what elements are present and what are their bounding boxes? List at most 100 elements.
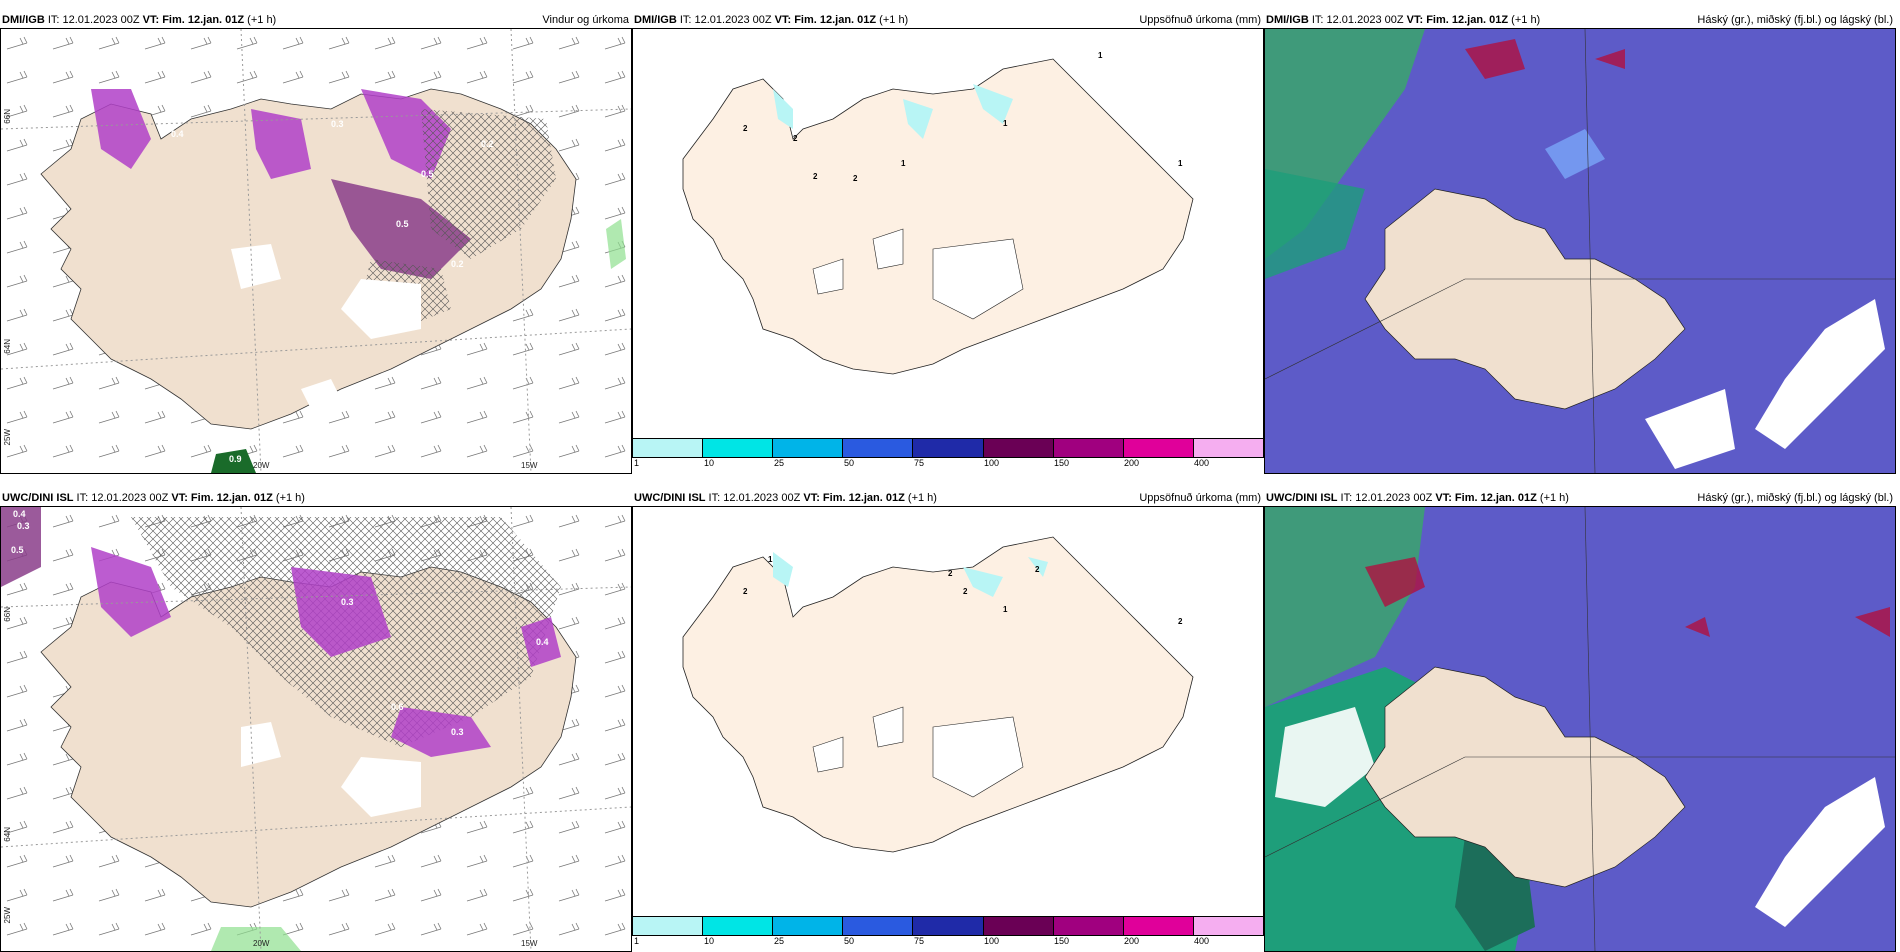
- panel-header: DMI/IGB IT: 12.01.2023 00Z VT: Fim. 12.j…: [0, 10, 632, 30]
- wind-map-svg: [1, 507, 631, 951]
- legend-tick-label: 400: [1194, 458, 1210, 468]
- lat-label-66n: 66N: [3, 109, 12, 124]
- panel-header: UWC/DINI ISL IT: 12.01.2023 00Z VT: Fim.…: [0, 488, 632, 508]
- legend-colorbar: [632, 438, 1264, 458]
- precip-value: 0.3: [341, 597, 354, 607]
- legend-tick-label: 100: [984, 936, 1000, 946]
- precip-value: 2: [793, 134, 798, 143]
- precip-value: 0.5: [396, 219, 409, 229]
- precip-value: 2: [743, 124, 748, 133]
- map-wind[interactable]: 66N 64N 25W 20W 15W 0.4 0.3 0.5 0.3 0.3 …: [0, 506, 632, 952]
- init-time: IT: 12.01.2023 00Z: [44, 14, 143, 26]
- precip-map-svg: [633, 29, 1263, 439]
- lon-label-20w: 20W: [253, 461, 270, 470]
- precip-value: 0.2: [451, 259, 464, 269]
- legend-swatch: [703, 917, 774, 935]
- panel-accum-precip-uwc: UWC/DINI ISL IT: 12.01.2023 00Z VT: Fim.…: [632, 488, 1264, 946]
- precip-value: 0.3: [451, 727, 464, 737]
- lon-label-25w: 25W: [3, 429, 12, 446]
- product-title: Uppsöfnuð úrkoma (mm): [1139, 492, 1261, 504]
- precip-value: 0.4: [536, 637, 549, 647]
- precip-legend: 1 10 25 50 75 100 150 200 400: [632, 904, 1264, 946]
- valid-time: VT: Fim. 12.jan. 01Z: [142, 14, 245, 26]
- valid-time: VT: Fim. 12.jan. 01Z: [774, 14, 877, 26]
- lon-label-15w: 15W: [521, 939, 538, 948]
- legend-tick-label: 200: [1124, 936, 1140, 946]
- panel-accum-precip-dmi: DMI/IGB IT: 12.01.2023 00Z VT: Fim. 12.j…: [632, 10, 1264, 468]
- lon-label-20w: 20W: [253, 939, 270, 948]
- legend-tick-label: 1: [634, 936, 640, 946]
- iceland-landmass: [1364, 188, 1686, 410]
- legend-tick-label: 50: [844, 458, 855, 468]
- map-clouds[interactable]: [1264, 28, 1896, 474]
- precip-value: 0.3: [331, 119, 344, 129]
- precip-value: 0.4: [13, 509, 26, 519]
- product-title: Háský (gr.), miðský (fj.bl.) og lágský (…: [1697, 14, 1893, 26]
- precip-value: 0.3: [41, 523, 54, 533]
- lead-time: (+1 h): [1536, 492, 1569, 504]
- legend-tick-label: 10: [704, 458, 715, 468]
- precip-value: 2: [1178, 617, 1183, 626]
- product-title: Vindur og úrkoma: [542, 14, 629, 26]
- map-accum-precip[interactable]: 1 2 2 2 2 1 2: [632, 506, 1264, 918]
- legend-tick-label: 50: [844, 936, 855, 946]
- legend-swatch: [1123, 439, 1194, 457]
- precip-value: 2: [813, 172, 818, 181]
- legend-ticks: 1 10 25 50 75 100 150 200 400: [632, 458, 1264, 470]
- legend-tick-label: 75: [914, 458, 925, 468]
- panel-clouds-dmi: DMI/IGB IT: 12.01.2023 00Z VT: Fim. 12.j…: [1264, 10, 1896, 474]
- precip-legend: 1 10 25 50 75 100 150 200 400: [632, 426, 1264, 468]
- init-time: IT: 12.01.2023 00Z: [1308, 14, 1407, 26]
- iceland-landmass: [682, 58, 1194, 375]
- lat-label-66n: 66N: [3, 607, 12, 622]
- panel-wind-precip-uwc: UWC/DINI ISL IT: 12.01.2023 00Z VT: Fim.…: [0, 488, 632, 952]
- legend-swatch: [843, 917, 914, 935]
- precip-value: 1: [768, 555, 773, 564]
- legend-swatch: [1193, 439, 1263, 457]
- lon-label-15w: 15W: [521, 461, 538, 470]
- lead-time: (+1 h): [244, 14, 277, 26]
- legend-tick-label: 400: [1194, 936, 1210, 946]
- legend-swatch: [1193, 917, 1263, 935]
- legend-tick-label: 25: [774, 936, 785, 946]
- precip-value: 2: [853, 174, 858, 183]
- precip-value: 0.3: [146, 89, 159, 99]
- lead-time: (+1 h): [876, 14, 909, 26]
- precip-value: 1: [1003, 605, 1008, 614]
- lon-label-25w: 25W: [3, 907, 12, 924]
- panel-header: UWC/DINI ISL IT: 12.01.2023 00Z VT: Fim.…: [1264, 488, 1896, 508]
- cloud-map-svg: [1265, 507, 1895, 951]
- precip-map-svg: [633, 507, 1263, 917]
- legend-tick-label: 10: [704, 936, 715, 946]
- valid-time: VT: Fim. 12.jan. 01Z: [171, 492, 273, 504]
- legend-tick-label: 100: [984, 458, 1000, 468]
- legend-swatch: [843, 439, 914, 457]
- product-title: Háský (gr.), miðský (fj.bl.) og lágský (…: [1697, 492, 1893, 504]
- legend-tick-label: 25: [774, 458, 785, 468]
- legend-tick-label: 75: [914, 936, 925, 946]
- map-clouds[interactable]: [1264, 506, 1896, 952]
- init-time: IT: 12.01.2023 00Z: [73, 492, 172, 504]
- legend-swatch: [913, 917, 984, 935]
- legend-swatch: [773, 917, 844, 935]
- legend-swatch: [983, 439, 1054, 457]
- precip-value: 2: [1035, 565, 1040, 574]
- map-wind[interactable]: 66N 64N 25W 20W 15W 0.3 0.4 0.5 0.2 0.5 …: [0, 28, 632, 474]
- precip-value: 2: [963, 587, 968, 596]
- model-source: DMI/IGB: [1266, 14, 1309, 26]
- precip-value: 1: [1098, 51, 1103, 60]
- product-title: Uppsöfnuð úrkoma (mm): [1139, 14, 1261, 26]
- wind-map-svg: [1, 29, 631, 473]
- map-accum-precip[interactable]: 1 2 2 2 2 1 1 1: [632, 28, 1264, 440]
- panel-header: DMI/IGB IT: 12.01.2023 00Z VT: Fim. 12.j…: [1264, 10, 1896, 30]
- iceland-landmass: [1364, 666, 1686, 888]
- precip-value: 2: [948, 569, 953, 578]
- panel-header: UWC/DINI ISL IT: 12.01.2023 00Z VT: Fim.…: [632, 488, 1264, 508]
- legend-tick-label: 1: [634, 458, 640, 468]
- precip-value: 1: [901, 159, 906, 168]
- legend-swatch: [703, 439, 774, 457]
- legend-swatch: [633, 439, 704, 457]
- precip-value: 0.3: [17, 521, 30, 531]
- legend-colorbar: [632, 916, 1264, 936]
- legend-swatch: [913, 439, 984, 457]
